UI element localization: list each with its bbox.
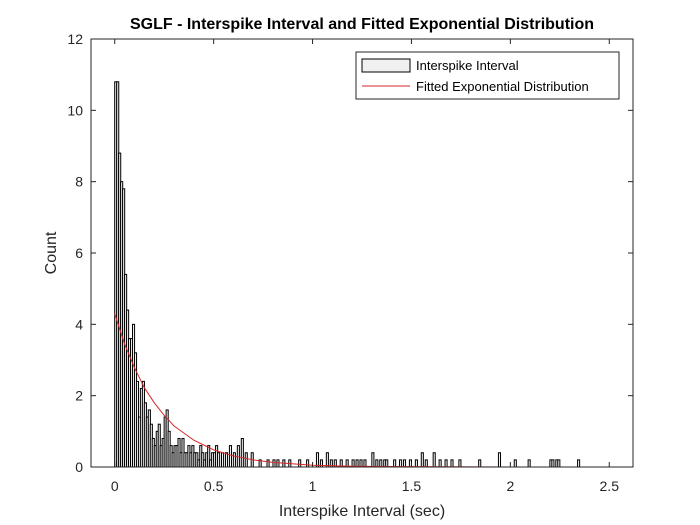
histogram-bar bbox=[240, 437, 244, 468]
legend-label-fit: Fitted Exponential Distribution bbox=[416, 79, 589, 94]
histogram-bar bbox=[527, 459, 531, 468]
histogram-bar bbox=[272, 459, 276, 468]
plot-area bbox=[91, 39, 633, 467]
histogram-bar bbox=[224, 452, 229, 468]
histogram-bar bbox=[276, 459, 280, 468]
y-tick-label: 10 bbox=[67, 102, 83, 118]
histogram-bar bbox=[298, 459, 302, 468]
histogram-bar bbox=[438, 459, 442, 468]
y-tick-label: 4 bbox=[75, 316, 83, 332]
y-axis-label: Count bbox=[43, 231, 60, 274]
x-tick-label: 1.5 bbox=[402, 478, 422, 494]
histogram-bar bbox=[221, 452, 225, 468]
histogram-bar bbox=[306, 459, 310, 468]
x-tick-label: 0 bbox=[111, 478, 119, 494]
chart-title: SGLF - Interspike Interval and Fitted Ex… bbox=[130, 16, 594, 33]
y-tick-label: 8 bbox=[75, 174, 83, 190]
histogram-bar bbox=[444, 459, 448, 468]
histogram-bar bbox=[402, 459, 407, 468]
histogram-bar bbox=[450, 459, 454, 468]
histogram-bar bbox=[244, 452, 248, 468]
histogram-bar bbox=[399, 459, 403, 468]
y-tick-label: 12 bbox=[67, 31, 83, 47]
y-tick-label: 2 bbox=[75, 388, 83, 404]
histogram-bar bbox=[432, 452, 436, 468]
x-tick-label: 0.5 bbox=[204, 478, 224, 494]
histogram-bars bbox=[114, 81, 581, 468]
y-tick-label: 0 bbox=[75, 459, 83, 475]
histogram-bar bbox=[557, 459, 561, 468]
axis-ticks: 0 0.5 1 1.5 2 2.5 0 2 4 6 8 10 12 bbox=[67, 31, 633, 494]
legend-swatch-histogram bbox=[361, 58, 411, 73]
x-axis-label: Interspike Interval (sec) bbox=[279, 503, 445, 520]
histogram-bar bbox=[325, 452, 329, 468]
histogram-bar bbox=[371, 452, 375, 468]
histogram-bar bbox=[513, 459, 517, 468]
histogram-bar bbox=[266, 459, 270, 468]
histogram-bar bbox=[385, 459, 389, 468]
histogram-bar bbox=[379, 459, 383, 468]
histogram-bar bbox=[232, 452, 236, 468]
legend: Interspike Interval Fitted Exponential D… bbox=[355, 51, 620, 100]
histogram-bar bbox=[414, 459, 418, 468]
histogram-bar bbox=[577, 459, 581, 468]
x-tick-label: 2.5 bbox=[600, 478, 620, 494]
histogram-bar bbox=[458, 459, 462, 468]
x-tick-label: 1 bbox=[309, 478, 317, 494]
histogram-bar bbox=[375, 459, 379, 468]
histogram-bar bbox=[424, 459, 428, 468]
histogram-bar bbox=[420, 452, 424, 468]
histogram-bar bbox=[497, 452, 502, 468]
histogram-bar bbox=[393, 459, 397, 468]
fitted-exponential-line bbox=[114, 313, 610, 468]
histogram-bar bbox=[217, 452, 221, 468]
fitted-curve-layer bbox=[114, 313, 610, 468]
legend-label-histogram: Interspike Interval bbox=[416, 58, 519, 73]
histogram-bar bbox=[228, 445, 232, 468]
x-tick-label: 2 bbox=[506, 478, 514, 494]
y-tick-label: 6 bbox=[75, 245, 83, 261]
histogram-bar bbox=[478, 459, 482, 468]
histogram-bar bbox=[551, 459, 555, 468]
